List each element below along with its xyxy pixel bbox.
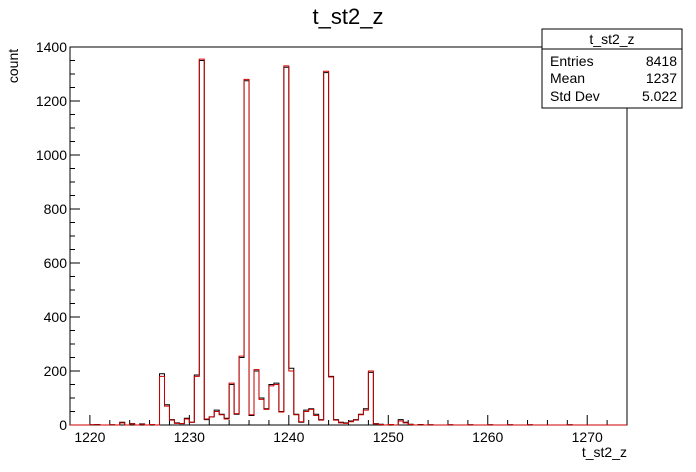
stats-box-frame — [541, 28, 683, 109]
y-tick-label: 1400 — [36, 39, 67, 55]
y-tick-label: 800 — [44, 201, 68, 217]
y-tick-label: 600 — [44, 255, 68, 271]
y-tick-label: 0 — [59, 417, 67, 433]
y-tick-label: 1200 — [36, 93, 67, 109]
chart-title: t_st2_z — [313, 4, 384, 29]
x-axis-label: t_st2_z — [582, 444, 627, 460]
histogram-series-1 — [70, 58, 627, 426]
stats-value-entries: 8418 — [646, 53, 677, 69]
y-axis-label: count — [5, 49, 21, 83]
x-tick-label: 1220 — [74, 429, 105, 445]
stats-label-stddev: Std Dev — [550, 88, 600, 104]
y-tick-label: 400 — [44, 309, 68, 325]
series-layer — [70, 58, 627, 426]
x-tick-label: 1260 — [472, 429, 503, 445]
y-tick-label: 1000 — [36, 147, 67, 163]
x-tick-label: 1240 — [273, 429, 304, 445]
stats-value-mean: 1237 — [646, 70, 677, 86]
x-axis: 1220 1230 1240 1250 1260 1270 — [69, 415, 628, 445]
stats-value-stddev: 5.022 — [642, 88, 677, 104]
stats-label-entries: Entries — [550, 53, 594, 69]
x-tick-label: 1270 — [572, 429, 603, 445]
x-tick-label: 1230 — [174, 429, 205, 445]
x-tick-label: 1250 — [373, 429, 404, 445]
y-axis: 0 200 400 600 800 1000 1200 1400 — [36, 39, 80, 433]
y-tick-label: 200 — [44, 363, 68, 379]
histogram-series-0 — [70, 60, 627, 426]
stats-title: t_st2_z — [589, 31, 634, 47]
stats-label-mean: Mean — [550, 70, 585, 86]
stats-box: t_st2_z Entries 8418 Mean 1237 Std Dev 5… — [541, 28, 683, 109]
